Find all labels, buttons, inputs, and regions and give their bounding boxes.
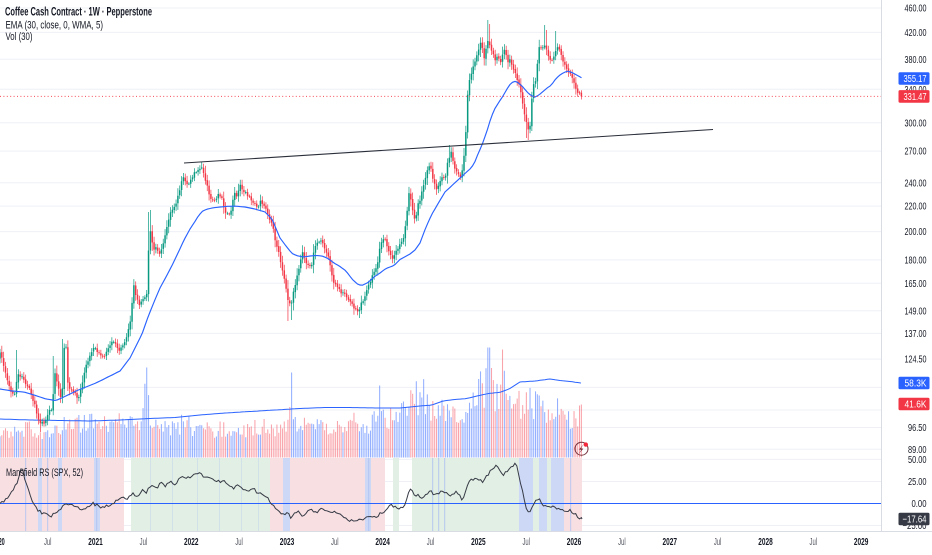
- svg-text:300.00: 300.00: [905, 118, 927, 129]
- svg-text:Jul: Jul: [331, 537, 339, 548]
- svg-text:240.00: 240.00: [905, 178, 927, 189]
- svg-text:41.6K: 41.6K: [905, 400, 927, 411]
- svg-text:96.50: 96.50: [908, 423, 927, 434]
- svg-text:0.00: 0.00: [912, 499, 927, 510]
- svg-text:137.00: 137.00: [905, 329, 927, 340]
- svg-text:Vol (30): Vol (30): [6, 31, 33, 43]
- svg-text:Jul: Jul: [427, 537, 435, 548]
- svg-text:2028: 2028: [758, 537, 773, 548]
- svg-text:2023: 2023: [280, 537, 295, 548]
- svg-text:Jul: Jul: [140, 537, 148, 548]
- svg-text:355.17: 355.17: [904, 74, 927, 85]
- svg-text:−25.00: −25.00: [903, 521, 927, 532]
- svg-text:Jul: Jul: [235, 537, 243, 548]
- svg-text:Jul: Jul: [44, 537, 52, 548]
- svg-text:Jul: Jul: [810, 537, 818, 548]
- svg-text:220.00: 220.00: [905, 202, 927, 213]
- svg-text:180.00: 180.00: [905, 256, 927, 267]
- svg-text:2022: 2022: [184, 537, 199, 548]
- svg-text:25.00: 25.00: [908, 477, 927, 488]
- svg-text:Jul: Jul: [714, 537, 722, 548]
- svg-text:149.00: 149.00: [905, 306, 927, 317]
- svg-text:2029: 2029: [854, 537, 869, 548]
- svg-text:124.50: 124.50: [905, 355, 927, 366]
- svg-text:331.47: 331.47: [904, 92, 927, 103]
- svg-text:2021: 2021: [88, 537, 103, 548]
- svg-text:460.00: 460.00: [905, 4, 927, 15]
- svg-text:2025: 2025: [471, 537, 486, 548]
- svg-text:2026: 2026: [567, 537, 582, 548]
- svg-text:420.00: 420.00: [905, 28, 927, 39]
- svg-text:Jul: Jul: [618, 537, 626, 548]
- svg-text:50.00: 50.00: [908, 455, 927, 466]
- svg-text:Mansfield RS (SPX, 52): Mansfield RS (SPX, 52): [6, 467, 83, 479]
- svg-text:Coffee Cash Contract · 1W · Pe: Coffee Cash Contract · 1W · Pepperstone: [5, 7, 152, 19]
- svg-text:58.3K: 58.3K: [905, 379, 927, 390]
- svg-text:2027: 2027: [663, 537, 678, 548]
- svg-text:Jul: Jul: [522, 537, 530, 548]
- svg-text:−17.64: −17.64: [903, 515, 927, 526]
- svg-text:200.00: 200.00: [905, 227, 927, 238]
- svg-text:89.00: 89.00: [908, 445, 927, 456]
- svg-text:380.00: 380.00: [905, 55, 927, 66]
- svg-text:2024: 2024: [375, 537, 390, 548]
- svg-text:'20: '20: [0, 537, 5, 548]
- svg-text:EMA (30, close, 0, WMA, 5): EMA (30, close, 0, WMA, 5): [6, 20, 104, 32]
- svg-text:165.00: 165.00: [905, 279, 927, 290]
- svg-text:270.00: 270.00: [905, 147, 927, 158]
